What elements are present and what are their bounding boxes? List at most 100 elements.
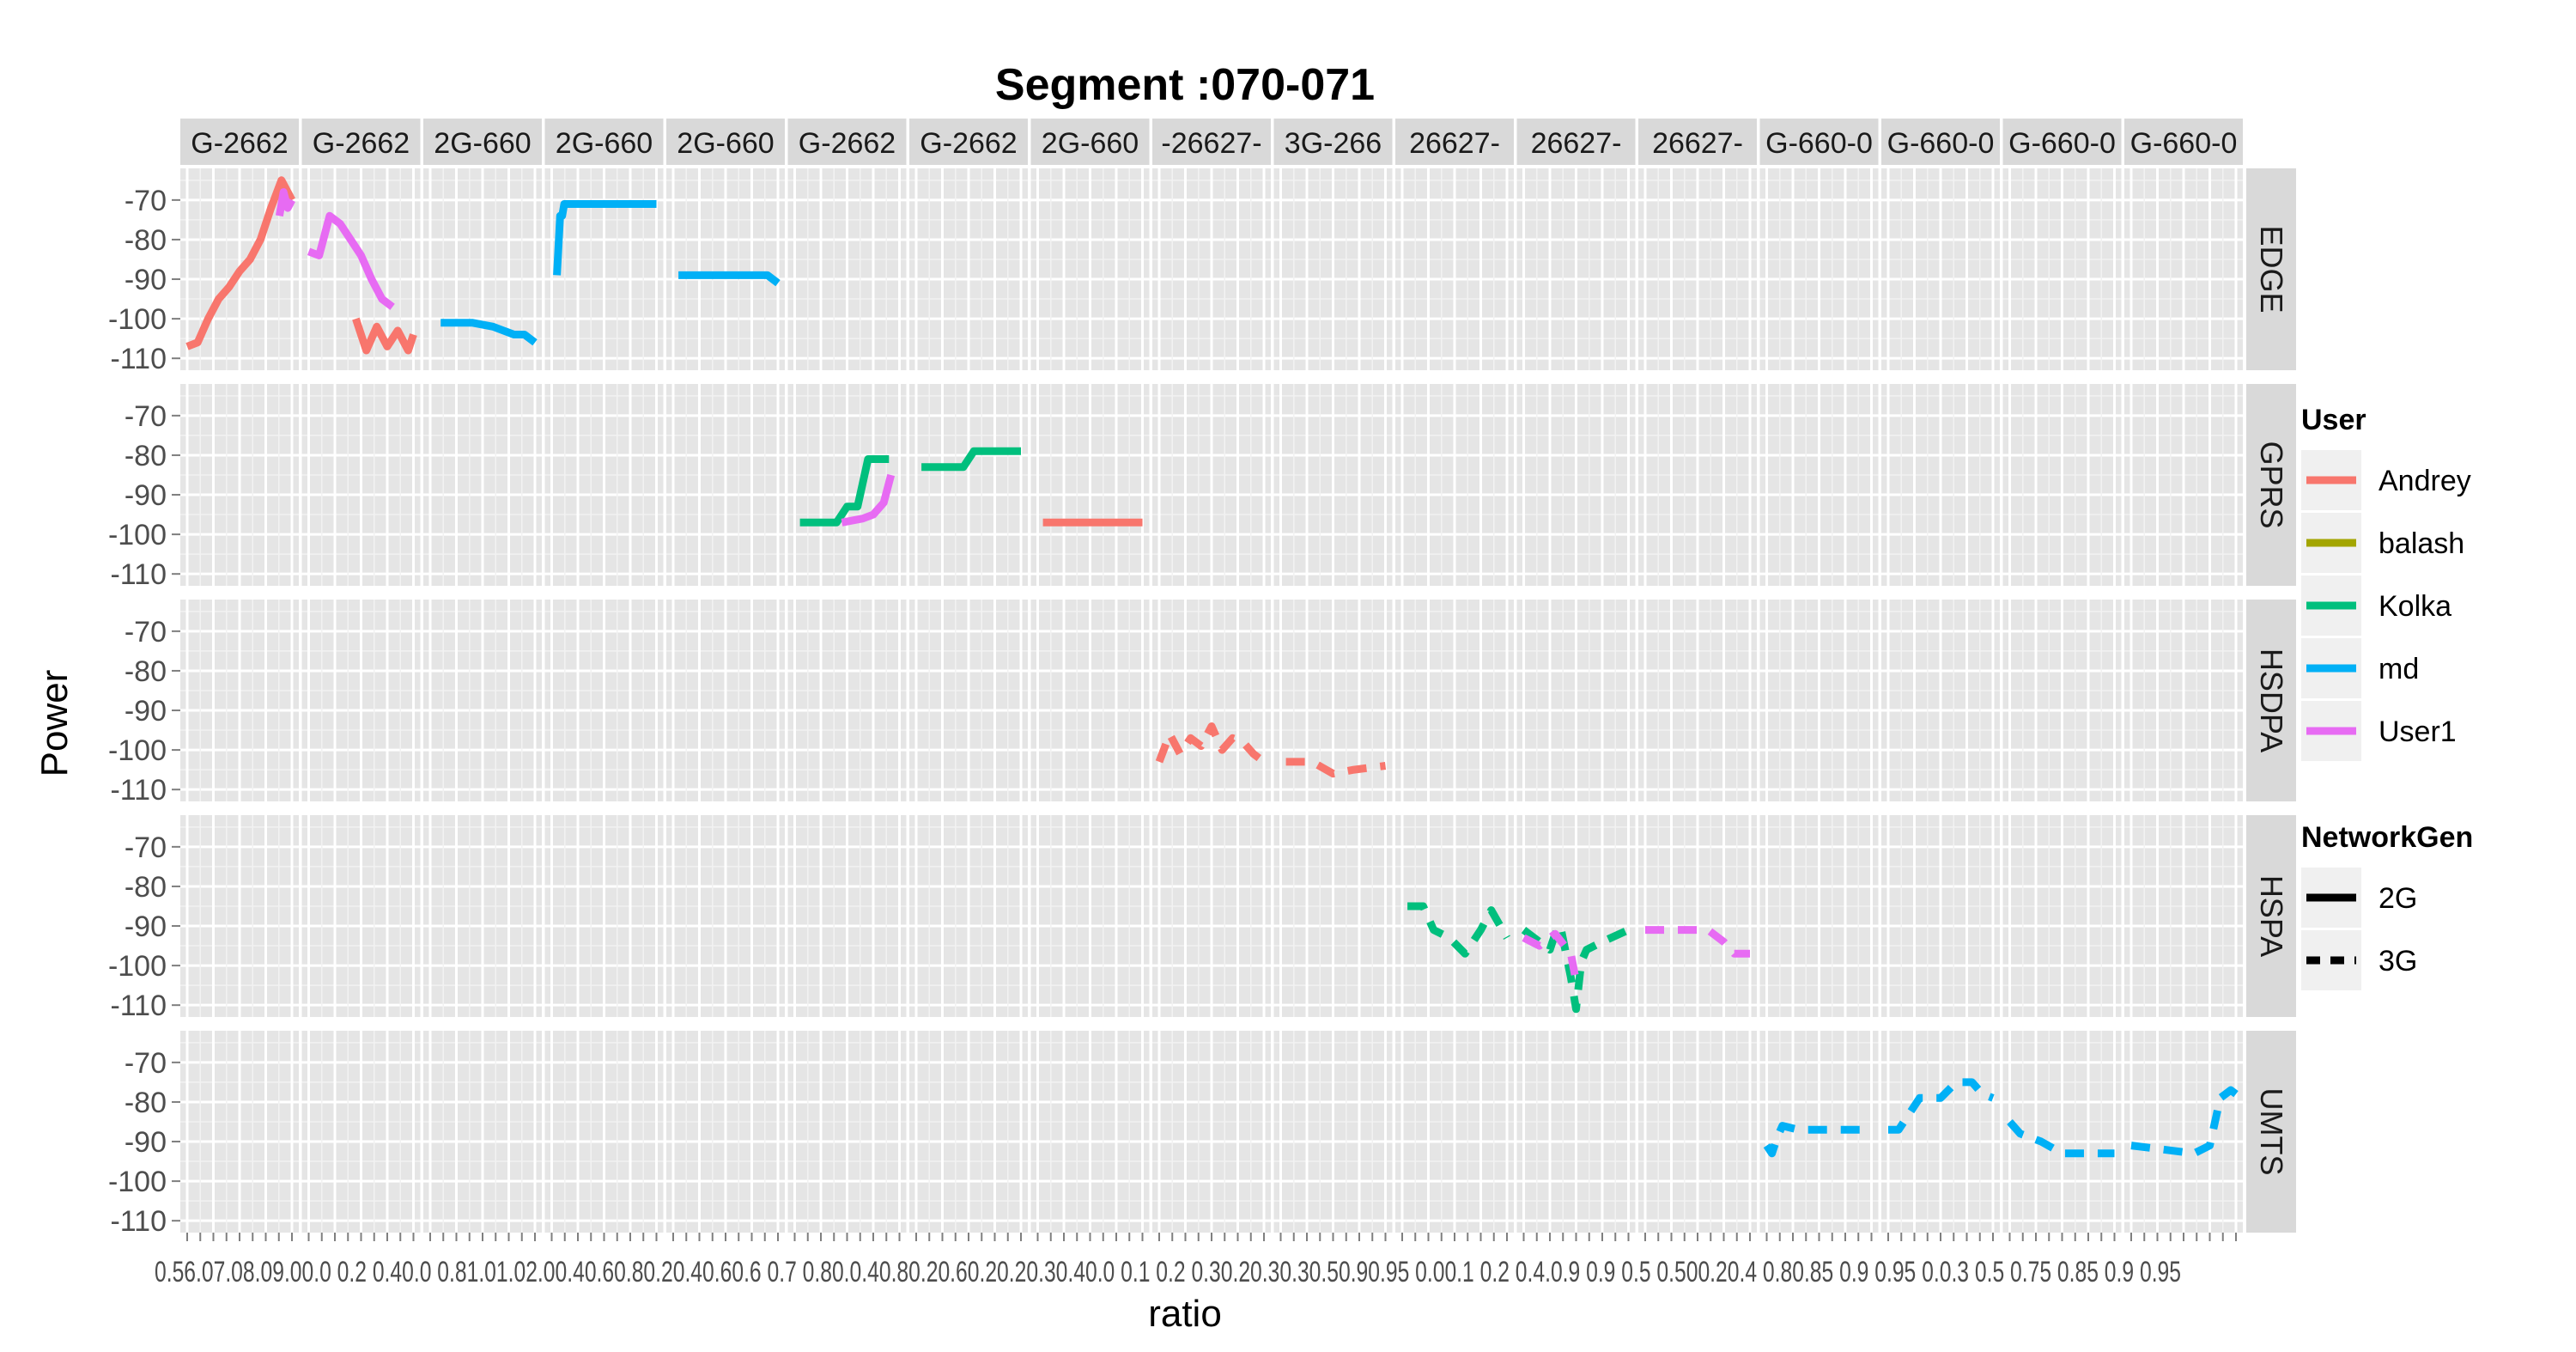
col-strip-bg: [301, 119, 421, 165]
legend-label: 3G: [2379, 945, 2417, 977]
y-tick-label: -80: [125, 1087, 167, 1119]
col-strip-label: 26627-: [1531, 127, 1622, 160]
legend-label: md: [2379, 653, 2419, 685]
col-strip-label: G-2662: [191, 127, 288, 160]
legend-label: Kolka: [2379, 590, 2451, 623]
legend-label: balash: [2379, 527, 2464, 560]
series-line-md: [553, 200, 657, 276]
row-strip-bg: [2246, 168, 2296, 370]
col-strip-label: 2G-660: [434, 127, 531, 160]
col-strip-bg: [909, 119, 1028, 165]
col-strip-bg: [2002, 119, 2122, 165]
row-strip-bg: [2246, 815, 2296, 1017]
facet-strips: G-2662 G-2662 2G-660 2G-660 2G-660 G-2662 G-26…: [180, 119, 2296, 1233]
legend-label: Andrey: [2379, 465, 2471, 497]
y-tick-label: -90: [125, 1126, 167, 1159]
facet-panels: [180, 168, 2243, 1233]
series-line-md: [1763, 1122, 1872, 1158]
legend: User Andrey balash Kolka md User1 NetworkGen 2G…: [2301, 404, 2473, 990]
col-strip-label: 26627-: [1409, 127, 1500, 160]
y-tick-label: -70: [125, 1047, 167, 1080]
col-strip-label: G-660-0: [1765, 127, 1873, 160]
series-line-md: [440, 319, 538, 346]
legend-title-networkgen: NetworkGen: [2301, 821, 2473, 854]
y-tick-label: -70: [125, 185, 167, 217]
series-line-kolka: [1521, 922, 1631, 1014]
y-tick-label: -90: [125, 264, 167, 296]
col-strip-bg: [1516, 119, 1636, 165]
col-strip-label: 2G-660: [1042, 127, 1139, 160]
series-line-kolka: [799, 455, 890, 527]
series-line-andrey: [185, 176, 295, 350]
series-line-andrey: [1285, 758, 1387, 778]
series-line-kolka: [1407, 902, 1510, 958]
row-strip-bg: [2246, 600, 2296, 801]
series-line-user1: [1522, 929, 1580, 983]
y-tick-label: -110: [110, 558, 167, 591]
row-strip-label: GPRS: [2254, 441, 2289, 528]
col-strip-bg: [1273, 119, 1393, 165]
col-strip-bg: [544, 119, 664, 165]
col-strip-bg: [180, 119, 299, 165]
y-tick-label: -70: [125, 831, 167, 864]
series-line-user1: [1645, 926, 1750, 958]
y-tick-label: -90: [125, 910, 167, 943]
series-line-user1: [841, 473, 896, 527]
col-strip-bg: [1030, 119, 1150, 165]
y-tick-label: -100: [108, 734, 167, 767]
y-tick-label: -110: [110, 1205, 167, 1238]
series-line-md: [678, 271, 781, 287]
y-tick-label: -90: [125, 479, 167, 512]
row-strip-label: EDGE: [2254, 225, 2289, 313]
col-strip-bg: [787, 119, 907, 165]
row-strip-label: HSPA: [2254, 875, 2289, 957]
series-line-md: [1888, 1078, 1995, 1134]
y-tick-label: -100: [108, 519, 167, 551]
x-axis-title: ratio: [1148, 1293, 1222, 1335]
y-tick-label: -80: [125, 440, 167, 472]
col-strip-bg: [2124, 119, 2243, 165]
col-strip-label: 26627-: [1652, 127, 1743, 160]
series-line-user1: [275, 188, 295, 217]
data-series: [185, 176, 2239, 1158]
series-line-andrey: [1155, 722, 1267, 765]
col-strip-bg: [1881, 119, 2000, 165]
y-tick-label: -80: [125, 871, 167, 904]
legend-title-user: User: [2301, 404, 2366, 436]
y-tick-label: -110: [110, 774, 167, 807]
y-tick-label: -70: [125, 400, 167, 433]
y-tick-label: -70: [125, 616, 167, 649]
y-tick-label: -100: [108, 303, 167, 336]
col-strip-bg: [1152, 119, 1271, 165]
col-strip-bg: [1638, 119, 1757, 165]
col-strip-label: G-2662: [920, 127, 1017, 160]
col-strip-label: 2G-660: [677, 127, 774, 160]
row-strip-label: HSDPA: [2254, 649, 2289, 752]
col-strip-label: 2G-660: [556, 127, 653, 160]
legend-label: User1: [2379, 716, 2457, 748]
col-strip-label: -26627-: [1161, 127, 1261, 160]
row-strip-label: UMTS: [2254, 1088, 2289, 1176]
chart-title: Segment :070-071: [995, 60, 1375, 110]
col-strip-label: G-2662: [799, 127, 896, 160]
series-line-md: [2007, 1119, 2115, 1158]
y-tick-label: -110: [110, 990, 167, 1022]
y-tick-label: -110: [110, 343, 167, 375]
series-line-andrey: [352, 317, 417, 355]
col-strip-bg: [423, 119, 542, 165]
series-line-kolka: [921, 447, 1021, 472]
col-strip-label: 3G-266: [1285, 127, 1382, 160]
y-tick-label: -100: [108, 950, 167, 983]
col-strip-label: G-2662: [313, 127, 410, 160]
col-strip-bg: [666, 119, 785, 165]
series-line-md: [2130, 1086, 2239, 1158]
col-strip-label: G-660-0: [2130, 127, 2238, 160]
col-strip-bg: [1759, 119, 1879, 165]
y-tick-label: -100: [108, 1166, 167, 1198]
y-tick-label: -80: [125, 224, 167, 257]
col-strip-label: G-660-0: [1887, 127, 1995, 160]
col-strip-label: G-660-0: [2008, 127, 2116, 160]
col-strip-bg: [1395, 119, 1514, 165]
y-tick-label: -80: [125, 655, 167, 688]
